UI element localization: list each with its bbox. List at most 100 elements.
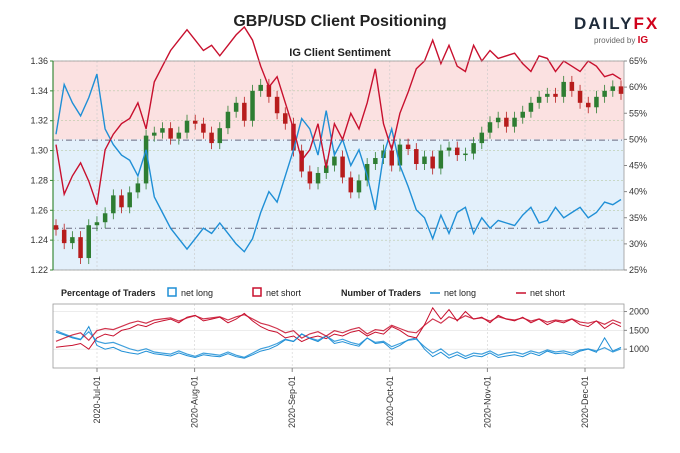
price-candle [233,102,239,112]
pct-tick-label: 55% [629,108,647,118]
price-candle [553,93,558,97]
price-candle [594,96,599,108]
price-candle [168,128,173,139]
price-candle [340,156,345,178]
price-candle [53,225,59,230]
date-tick-label: 2020-Aug-01 [190,376,200,428]
price-candle [405,144,411,150]
legend-pct-long-swatch [167,287,177,297]
price-candle [430,156,435,169]
price-candle [332,156,337,166]
price-candle [152,132,157,136]
price-candle [373,158,378,165]
price-tick-label: 1.22 [30,265,48,275]
net-long-count-line [55,325,622,360]
price-candle [192,120,198,124]
price-candle [61,229,67,244]
price-candle [102,213,108,223]
net-short-zone [53,61,624,140]
pct-tick-label: 30% [629,239,647,249]
price-candle [119,195,124,208]
dailyfx-logo: DAILYFX provided by IG [574,14,670,48]
price-candle [569,81,575,91]
price-tick-label: 1.28 [30,175,48,185]
date-tick-label: 2020-Sep-01 [287,376,297,428]
price-candle [291,123,296,151]
price-tick-label: 1.24 [30,235,48,245]
legend-pct-short-label: net short [266,288,302,298]
price-candle [111,195,116,214]
net-long-pct-lower-line [55,330,622,358]
price-candle [258,84,263,91]
price-candle [446,147,452,151]
price-candle [143,135,149,184]
price-candle [487,122,493,133]
price-candle [176,132,182,139]
date-tick-label: 2020-Jul-01 [92,376,102,424]
price-candle [438,150,444,169]
pct-tick-label: 65% [629,56,647,66]
price-tick-label: 1.30 [30,146,48,156]
price-tick-label: 1.36 [30,56,48,66]
pct-tick-label: 35% [629,213,647,223]
price-candle [86,225,92,259]
price-candle [545,93,550,97]
price-candle [135,183,141,193]
count-tick-label: 2000 [629,307,649,317]
price-candle [315,172,321,184]
price-candle [250,90,255,121]
date-axis: 2020-Jul-01 2020-Aug-01 2020-Sep-01 2020-Oc… [92,368,590,428]
traders-panel: 1000 1500 2000 [52,303,649,369]
pct-tick-label: 50% [629,134,647,144]
price-candle [225,111,231,129]
price-candle [356,180,362,193]
lower-plot-frame [52,303,625,369]
price-candle [201,123,206,133]
price-candle [454,147,460,156]
price-tick-label: 1.34 [30,86,48,96]
price-candle [585,102,591,108]
pct-tick-label: 25% [629,265,647,275]
legend-pct-short-swatch [252,287,262,297]
price-candle [561,81,566,97]
legend-num-short-label: net short [530,288,566,298]
price-tick-label: 1.32 [30,116,48,126]
legend-num-long-label: net long [444,288,476,298]
price-candle [536,96,542,103]
price-candle [422,156,427,165]
price-candle [323,165,329,173]
page-title: GBP/USD Client Positioning [233,13,447,30]
price-candle [520,111,525,118]
price-candle [577,90,583,103]
price-candle [184,120,190,133]
price-candle [364,164,370,181]
pct-tick-label: 45% [629,161,647,171]
price-candle [618,86,624,94]
pct-tick-label: 40% [629,187,647,197]
date-tick-label: 2020-Nov-01 [482,376,492,428]
price-candle [463,153,468,156]
price-candle [504,117,509,127]
price-tick-label: 1.26 [30,205,48,215]
price-candle [528,102,534,112]
price-candle [209,132,214,144]
price-sentiment-panel: 1.22 1.24 1.26 1.28 1.30 1.32 1.34 1.36 25% 30% 35… [30,25,647,275]
net-short-pct-lower-line [55,314,622,342]
price-candle [389,150,394,166]
legend-pct-long-label: net long [181,288,213,298]
price-candle [217,128,223,144]
price-candle [70,237,75,244]
net-long-pct-line [55,73,622,253]
legend-pct-title: Percentage of Traders [61,288,156,298]
price-candle [242,102,247,121]
price-candle [610,86,616,91]
dailyfx-logo-tagline: provided by IG [594,35,649,46]
price-candle [78,237,83,259]
date-tick-label: 2020-Dec-01 [580,376,590,428]
price-candle [94,222,100,226]
count-tick-label: 1500 [629,325,649,335]
net-long-zone [53,139,624,270]
price-candle [127,192,132,208]
dailyfx-logo-wordmark: DAILYFX [574,14,660,33]
